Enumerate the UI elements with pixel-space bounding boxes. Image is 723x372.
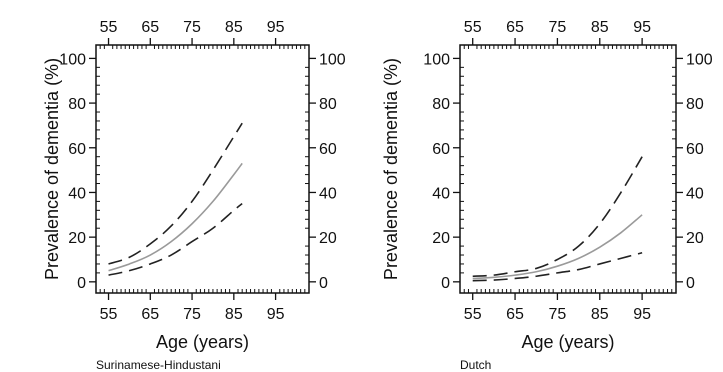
y-tick-label-right: 60 xyxy=(319,141,337,158)
y-tick-label-left: 60 xyxy=(432,141,450,158)
y-tick-label-left: 40 xyxy=(68,185,86,202)
y-tick-label-left: 100 xyxy=(423,51,450,68)
y-tick-label-left: 100 xyxy=(59,51,86,68)
series-line-estimate xyxy=(472,214,643,280)
x-tick-label-bottom: 75 xyxy=(549,306,567,323)
y-tick-label-left: 40 xyxy=(432,185,450,202)
y-tick-label-left: 20 xyxy=(432,230,450,247)
series-line-estimate xyxy=(108,162,243,272)
x-tick-label-top: 55 xyxy=(464,19,482,36)
x-tick-label-bottom: 95 xyxy=(633,306,651,323)
y-tick-label-right: 80 xyxy=(319,96,337,113)
x-tick-label-bottom: 65 xyxy=(141,306,159,323)
y-tick-label-right: 0 xyxy=(319,275,328,292)
x-axis-title: Age (years) xyxy=(156,332,249,352)
x-tick-label-top: 95 xyxy=(267,19,285,36)
y-tick-label-right: 100 xyxy=(319,51,346,68)
panel-caption: Dutch xyxy=(460,358,491,372)
x-tick-label-bottom: 95 xyxy=(267,306,285,323)
x-tick-label-top: 85 xyxy=(591,19,609,36)
x-tick-label-bottom: 75 xyxy=(183,306,201,323)
y-axis-title: Prevalence of dementia (%) xyxy=(381,58,401,280)
x-tick-label-bottom: 55 xyxy=(464,306,482,323)
x-tick-label-bottom: 65 xyxy=(506,306,524,323)
plot-frame xyxy=(95,44,310,294)
x-tick-label-top: 85 xyxy=(225,19,243,36)
y-tick-label-right: 80 xyxy=(686,96,704,113)
y-tick-label-left: 80 xyxy=(68,96,86,113)
y-tick-label-left: 80 xyxy=(432,96,450,113)
x-tick-label-top: 65 xyxy=(506,19,524,36)
x-axis-title: Age (years) xyxy=(521,332,614,352)
series-line-upper-ci xyxy=(472,156,643,278)
series-line-lower-ci xyxy=(472,252,643,282)
x-tick-label-bottom: 55 xyxy=(100,306,118,323)
y-tick-label-right: 20 xyxy=(319,230,337,247)
plot-frame xyxy=(459,44,677,294)
chart-panel-1: 55 55 65 65 75 75 85 85 95 95 0 0 20 20 40 40 60 60 80 80 10… xyxy=(42,19,346,372)
y-tick-label-left: 60 xyxy=(68,141,86,158)
y-axis-title: Prevalence of dementia (%) xyxy=(42,58,62,280)
series-line-upper-ci xyxy=(108,122,243,265)
series-line-lower-ci xyxy=(108,203,243,276)
x-tick-label-top: 75 xyxy=(183,19,201,36)
x-tick-label-top: 75 xyxy=(549,19,567,36)
chart-panel-2: 55 55 65 65 75 75 85 85 95 95 0 0 20 20 40 40 60 60 80 80 10… xyxy=(381,19,713,372)
y-tick-label-left: 0 xyxy=(77,275,86,292)
y-tick-label-right: 60 xyxy=(686,141,704,158)
y-tick-label-left: 0 xyxy=(441,275,450,292)
x-tick-label-bottom: 85 xyxy=(225,306,243,323)
y-tick-label-right: 100 xyxy=(686,51,713,68)
x-tick-label-top: 55 xyxy=(100,19,118,36)
y-tick-label-right: 40 xyxy=(319,185,337,202)
x-tick-label-top: 65 xyxy=(141,19,159,36)
y-tick-label-right: 0 xyxy=(686,275,695,292)
y-tick-label-right: 40 xyxy=(686,185,704,202)
y-tick-label-right: 20 xyxy=(686,230,704,247)
panel-caption: Surinamese-Hindustani xyxy=(96,358,221,372)
x-tick-label-top: 95 xyxy=(633,19,651,36)
y-tick-label-left: 20 xyxy=(68,230,86,247)
x-tick-label-bottom: 85 xyxy=(591,306,609,323)
